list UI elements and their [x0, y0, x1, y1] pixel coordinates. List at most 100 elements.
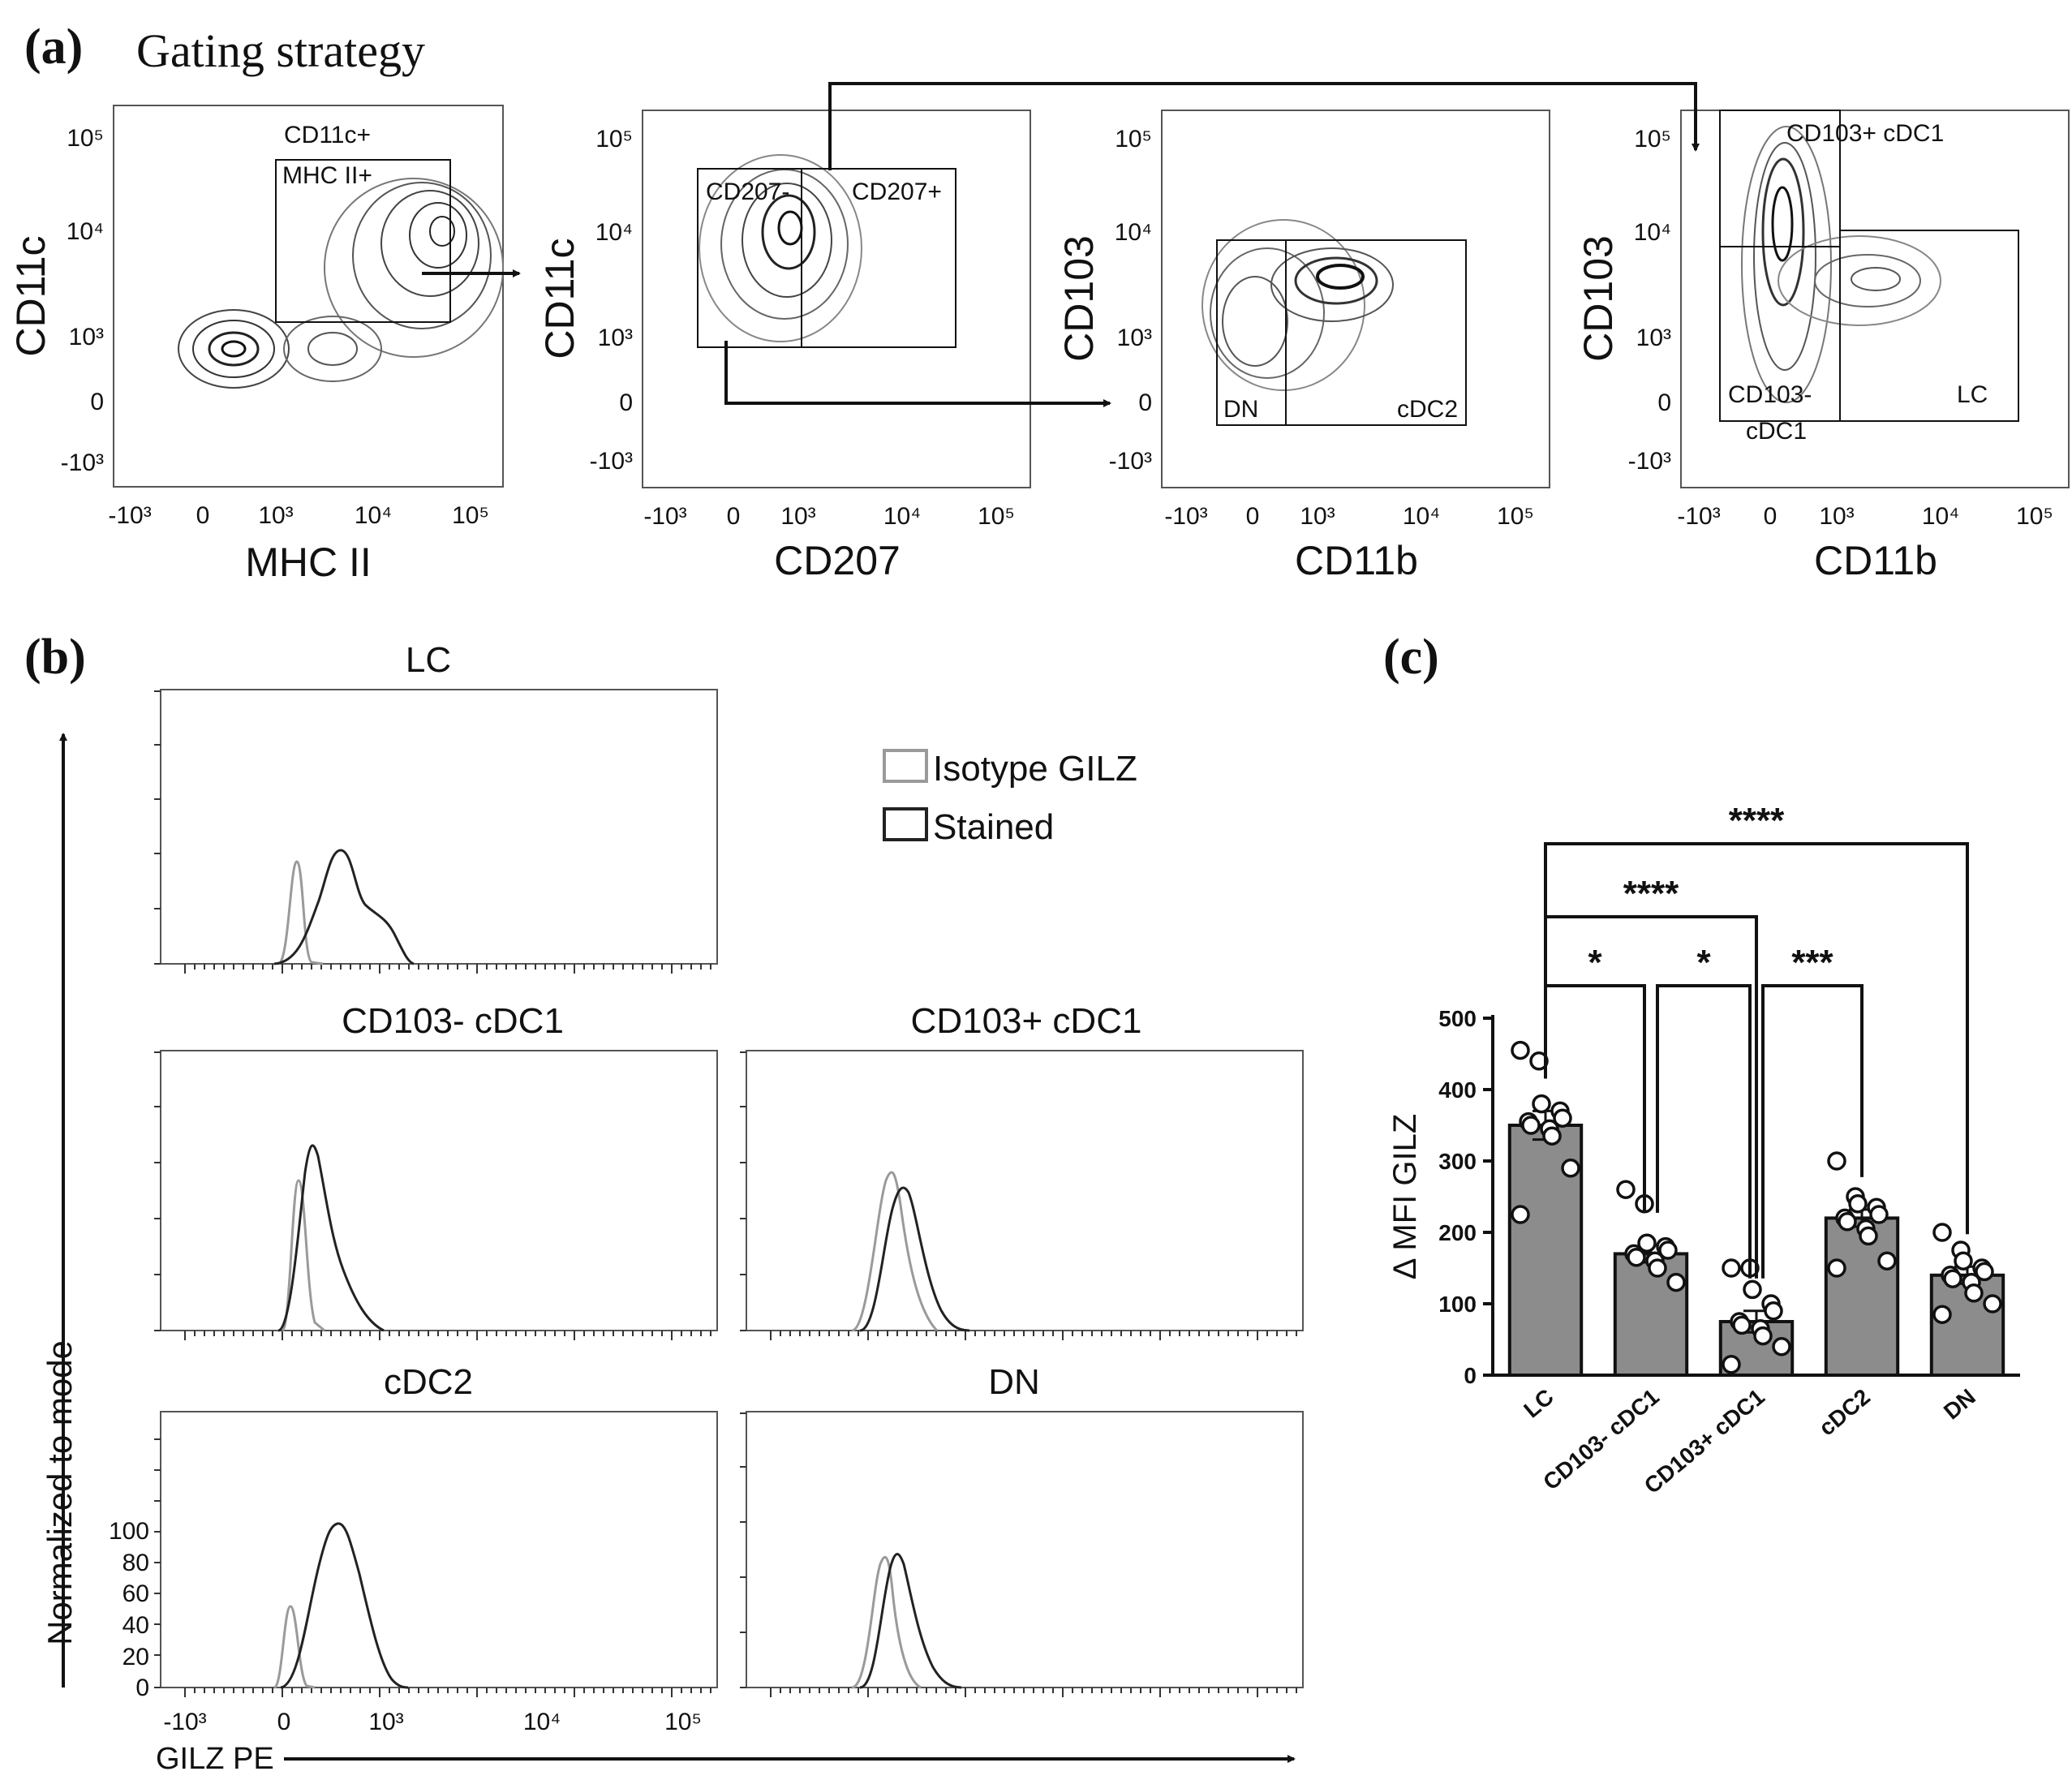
- panel-c-letter: (c): [1383, 630, 1439, 685]
- x-ticks: [184, 964, 711, 974]
- significance-bracket: [1656, 984, 1752, 1279]
- gate-label-cdc2: cDC2: [1397, 396, 1458, 423]
- data-point: [1666, 1272, 1686, 1292]
- svg-text:100: 100: [109, 1518, 149, 1545]
- y-tick-label: 400: [1438, 1077, 1477, 1103]
- svg-text:-10³: -10³: [1677, 503, 1720, 530]
- flow-plot-3: DN cDC2 -10³ 0 10³ 10⁴ 10⁵ -10³ 0 10³ 10…: [1056, 110, 1550, 583]
- stained-curve: [277, 1144, 385, 1332]
- data-point: [1869, 1205, 1889, 1224]
- gate-label-cdc1: cDC1: [1746, 418, 1807, 445]
- data-point: [1859, 1226, 1878, 1246]
- y-ticks: [740, 1412, 746, 1688]
- x-axis-label: GILZ PE: [156, 1742, 274, 1776]
- x-tick-labels: -10³ 0 10³ 10⁴ 10⁵: [108, 502, 489, 529]
- svg-text:10⁵: 10⁵: [978, 503, 1015, 530]
- svg-text:10⁴: 10⁴: [883, 503, 921, 530]
- svg-text:-10³: -10³: [1109, 448, 1152, 475]
- svg-text:-10³: -10³: [643, 503, 686, 530]
- y-axis-title: CD11c: [537, 238, 582, 359]
- data-point: [1932, 1305, 1952, 1324]
- contour-density: [1202, 219, 1394, 391]
- svg-text:0: 0: [619, 389, 633, 416]
- stained-curve: [280, 1522, 409, 1689]
- gate-cd207-pos: [801, 168, 956, 348]
- y-tick-labels: -10³ 0 10³ 10⁴ 10⁵: [1628, 126, 1671, 475]
- svg-text:0: 0: [196, 502, 210, 529]
- significance-label: *: [1588, 943, 1602, 982]
- svg-text:10³: 10³: [780, 503, 815, 530]
- svg-text:10³: 10³: [258, 502, 293, 529]
- contour-density: [178, 178, 504, 389]
- svg-text:80: 80: [123, 1550, 149, 1576]
- significance-label: ****: [1729, 801, 1785, 841]
- svg-text:10⁴: 10⁴: [1403, 503, 1440, 530]
- y-tick-labels: -10³ 0 10³ 10⁴ 10⁵: [1109, 126, 1152, 475]
- y-axis-label: Normalized to mode: [41, 1340, 79, 1645]
- stained-curve: [273, 849, 415, 965]
- y-tick-labels: 0 20 40 60 80 100: [109, 1518, 149, 1701]
- flow-plot-2: CD207- CD207+ -10³ 0 10³ 10⁴ 10⁵ -10³ 0 …: [537, 110, 1031, 583]
- arrow-cd207pos-to-plot4: [828, 82, 1700, 170]
- svg-text:10³: 10³: [1300, 503, 1335, 530]
- isotype-curve: [277, 860, 324, 965]
- data-point: [1511, 1040, 1530, 1060]
- data-point: [1764, 1301, 1783, 1321]
- data-point: [1932, 1223, 1952, 1242]
- svg-text:10⁵: 10⁵: [664, 1709, 702, 1735]
- gate-label-cd207-pos: CD207+: [852, 178, 942, 205]
- svg-text:0: 0: [727, 503, 741, 530]
- y-ticks: [154, 1438, 161, 1688]
- data-point: [1658, 1240, 1678, 1260]
- gate-label-cd103pos: CD103+ cDC1: [1786, 120, 1944, 147]
- data-point: [1553, 1108, 1572, 1128]
- svg-text:10⁵: 10⁵: [2016, 503, 2053, 530]
- svg-text:10⁵: 10⁵: [1634, 126, 1671, 153]
- svg-text:0: 0: [1246, 503, 1260, 530]
- x-ticks: [770, 1331, 1297, 1340]
- x-tick-labels: -10³ 0 10³ 10⁴ 10⁵: [643, 503, 1015, 530]
- y-axis-title: CD103: [1575, 235, 1621, 362]
- data-point: [1521, 1116, 1541, 1135]
- data-point: [1827, 1258, 1846, 1278]
- x-ticks: [184, 1331, 711, 1340]
- data-point: [1743, 1279, 1762, 1300]
- data-point: [1616, 1180, 1636, 1199]
- svg-text:0: 0: [90, 389, 104, 415]
- data-point: [1722, 1355, 1741, 1374]
- significance-label: ****: [1623, 874, 1679, 914]
- contour-density: [1741, 126, 1941, 403]
- svg-text:0: 0: [277, 1709, 291, 1735]
- y-tick-label: 200: [1438, 1220, 1477, 1245]
- histogram-title: CD103+ cDC1: [911, 1001, 1142, 1041]
- histogram-dn: DN: [740, 1362, 1304, 1697]
- svg-text:40: 40: [123, 1612, 149, 1639]
- svg-text:10⁴: 10⁴: [355, 502, 392, 529]
- gating-arrows: [422, 82, 1700, 407]
- svg-text:10⁴: 10⁴: [1115, 219, 1152, 246]
- y-ticks: [740, 1051, 746, 1331]
- svg-text:10⁵: 10⁵: [452, 502, 489, 529]
- histogram-title: CD103- cDC1: [342, 1001, 564, 1041]
- data-point: [1542, 1126, 1562, 1146]
- isotype-curve: [273, 1605, 316, 1689]
- panel-b-letter: (b): [24, 630, 86, 685]
- svg-text:10³: 10³: [598, 325, 633, 351]
- data-point: [1732, 1315, 1752, 1335]
- svg-text:0: 0: [1138, 389, 1152, 416]
- y-tick-label: 300: [1438, 1149, 1477, 1174]
- svg-text:-10³: -10³: [108, 502, 151, 529]
- histogram-frame: [746, 1411, 1304, 1688]
- histogram-frame: [160, 1411, 718, 1688]
- isotype-curve: [281, 1179, 325, 1332]
- data-point: [1722, 1258, 1741, 1278]
- y-tick-labels: -10³ 0 10³ 10⁴ 10⁵: [61, 125, 104, 476]
- y-tick-label: 0: [1464, 1363, 1477, 1388]
- svg-text:10⁴: 10⁴: [67, 218, 104, 245]
- panel-a-title: Gating strategy: [136, 24, 425, 77]
- histogram-cd103neg-cdc1: CD103- cDC1: [154, 1001, 718, 1340]
- legend-swatch-stained: [883, 807, 928, 841]
- x-tick-labels: -10³ 0 10³ 10⁴ 10⁵: [163, 1709, 702, 1735]
